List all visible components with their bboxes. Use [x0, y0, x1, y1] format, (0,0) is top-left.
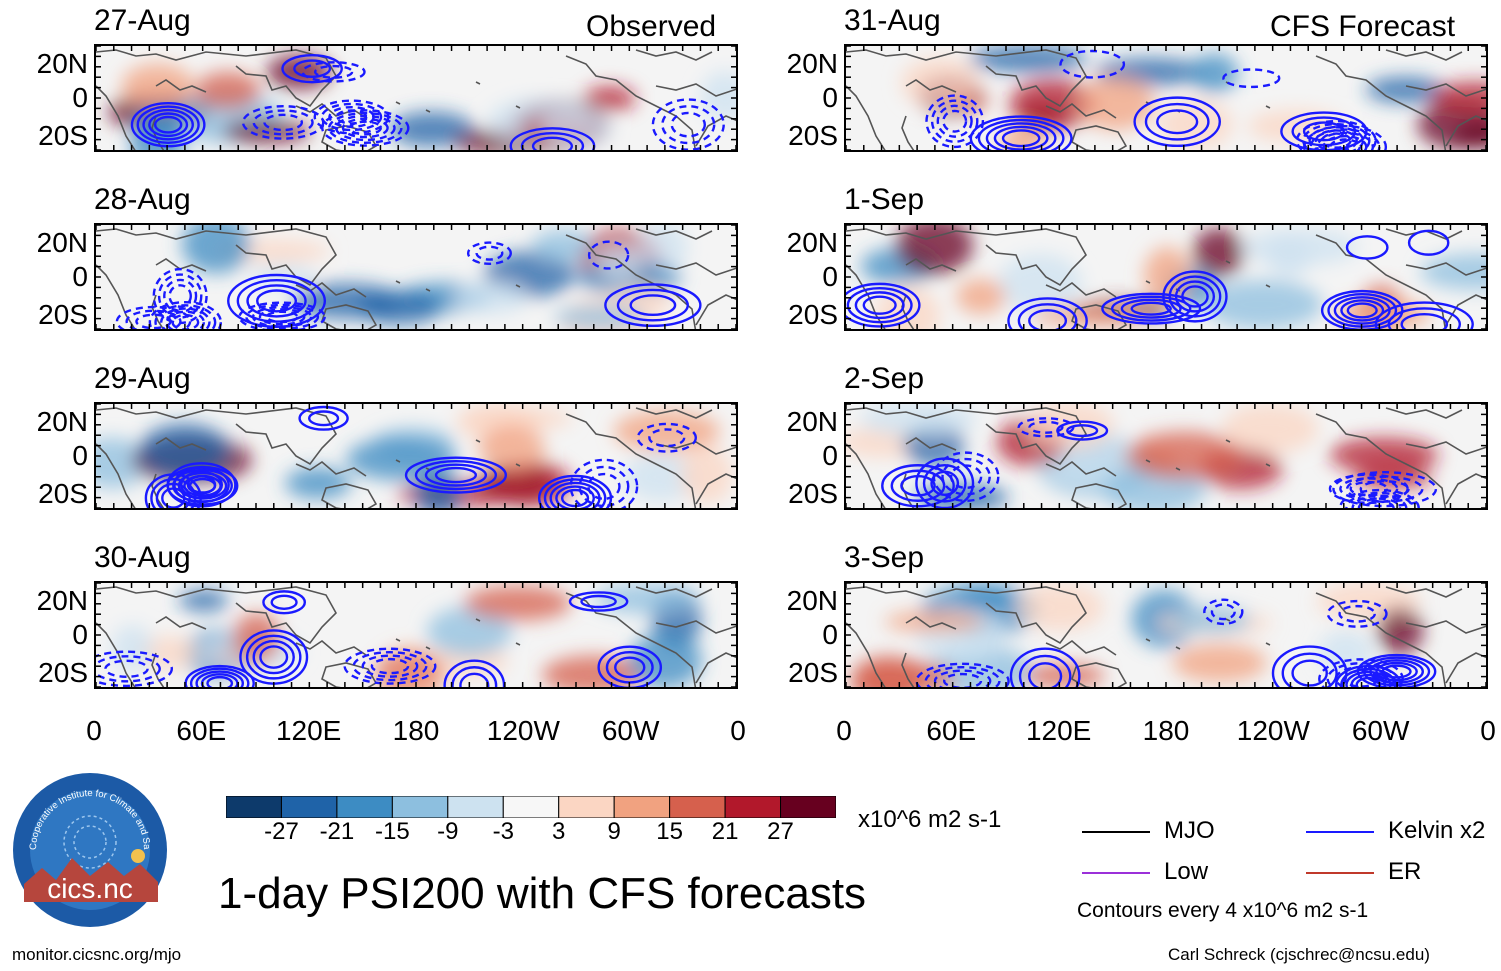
lat-label-1-2-2: 20S: [788, 478, 838, 509]
panel-date-0-2: 29-Aug: [94, 362, 191, 395]
colorbar-swatch-4: [447, 795, 504, 819]
colorbar-tick-7: 15: [656, 818, 683, 845]
lat-label-1-3-1: 0: [822, 619, 838, 650]
lat-label-0-2-2: 20S: [38, 478, 88, 509]
lat-label-0-0-2: 20S: [38, 120, 88, 151]
lat-label-1-2-0: 20N: [786, 406, 838, 437]
lon-label-lon-right-4: 120W: [1236, 715, 1310, 746]
legend-note: Contours every 4 x10^6 m2 s-1: [1077, 899, 1369, 922]
colorbar-swatch-10: [780, 795, 837, 819]
lon-label-lon-left-1: 60E: [176, 715, 227, 746]
legend-label-1: Kelvin x2: [1388, 817, 1486, 844]
lat-label-1-0-1: 0: [822, 82, 838, 113]
cics-logo: Cooperative Institute for Climate and Sa…: [9, 764, 168, 928]
panel-date-0-3: 30-Aug: [94, 541, 191, 574]
panel-date-1-3: 3-Sep: [844, 541, 925, 574]
colorbar-tick-8: 21: [711, 818, 739, 845]
colorbar-swatch-1: [280, 795, 338, 819]
lat-label-1-1-1: 0: [822, 261, 838, 292]
lon-label-lon-right-6: 0: [1480, 715, 1496, 746]
lon-label-lon-right-3: 180: [1142, 715, 1190, 746]
logo-text: cics.nc: [47, 873, 133, 904]
legend-line-1: [1306, 831, 1374, 833]
colorbar-tick-6: 9: [607, 818, 621, 845]
colorbar-tick-1: -21: [319, 818, 355, 845]
colorbar-units: x10^6 m2 s-1: [858, 806, 1002, 833]
lat-label-0-3-0: 20N: [36, 585, 88, 616]
lat-label-0-1-0: 20N: [36, 227, 88, 258]
colorbar-swatch-3: [391, 795, 449, 819]
lat-label-1-0-0: 20N: [786, 48, 838, 79]
lon-label-lon-right-5: 60W: [1351, 715, 1410, 746]
footer-url: monitor.cicsnc.org/mjo: [12, 945, 182, 964]
lat-label-0-1-2: 20S: [38, 299, 88, 330]
map-panel-3-Sep: [844, 581, 1488, 689]
colorbar-swatch-9: [724, 795, 782, 819]
colorbar-swatch-8: [669, 795, 726, 819]
footer-credit: Carl Schreck (cjschrec@ncsu.edu): [1168, 945, 1430, 964]
legend-line-0: [1082, 831, 1150, 833]
map-panel-27-Aug: [94, 44, 738, 152]
colorbar-swatch-5: [502, 795, 560, 819]
legend-label-0: MJO: [1164, 817, 1215, 844]
lat-label-1-1-0: 20N: [786, 227, 838, 258]
legend-line-2: [1082, 872, 1150, 874]
lat-label-0-0-1: 0: [72, 82, 88, 113]
legend-line-3: [1306, 872, 1374, 874]
lat-label-1-2-1: 0: [822, 440, 838, 471]
lon-label-lon-left-0: 0: [86, 715, 102, 746]
lat-label-0-1-1: 0: [72, 261, 88, 292]
legend-label-3: ER: [1388, 858, 1422, 885]
lon-label-lon-left-5: 60W: [601, 715, 660, 746]
colorbar-tick-9: 27: [767, 818, 794, 845]
colorbar-swatch-2: [336, 795, 393, 819]
map-panel-31-Aug: [844, 44, 1488, 152]
observed-title: Observed: [586, 10, 717, 43]
lon-label-lon-left-2: 120E: [275, 715, 342, 746]
panel-date-1-2: 2-Sep: [844, 362, 925, 395]
lat-label-0-3-1: 0: [72, 619, 88, 650]
map-panel-1-Sep: [844, 223, 1488, 331]
map-panel-30-Aug: [94, 581, 738, 689]
lat-label-0-3-2: 20S: [38, 657, 88, 688]
lat-label-1-3-0: 20N: [786, 585, 838, 616]
lon-label-lon-right-0: 0: [836, 715, 852, 746]
map-panel-2-Sep: [844, 402, 1488, 510]
lon-label-lon-right-1: 60E: [926, 715, 977, 746]
colorbar: [225, 795, 837, 819]
colorbar-tick-4: -3: [492, 818, 514, 845]
lat-label-1-3-2: 20S: [788, 657, 838, 688]
colorbar-swatch-7: [613, 795, 671, 819]
colorbar-tick-3: -9: [437, 818, 459, 845]
colorbar-tick-2: -15: [375, 818, 410, 845]
lat-label-0-0-0: 20N: [36, 48, 88, 79]
lat-label-0-2-0: 20N: [36, 406, 88, 437]
panel-date-0-0: 27-Aug: [94, 4, 191, 37]
legend-label-2: Low: [1164, 858, 1209, 885]
lat-label-1-0-2: 20S: [788, 120, 838, 151]
map-panel-29-Aug: [94, 402, 738, 510]
lat-label-0-2-1: 0: [72, 440, 88, 471]
colorbar-tick-0: -27: [264, 818, 299, 845]
lon-label-lon-left-4: 120W: [486, 715, 560, 746]
colorbar-swatch-6: [558, 795, 615, 819]
map-panel-28-Aug: [94, 223, 738, 331]
panel-date-1-0: 31-Aug: [844, 4, 941, 37]
panel-date-1-1: 1-Sep: [844, 183, 925, 216]
panel-date-0-1: 28-Aug: [94, 183, 191, 216]
lon-label-lon-left-6: 0: [730, 715, 746, 746]
lon-label-lon-right-2: 120E: [1025, 715, 1092, 746]
main-title: 1-day PSI200 with CFS forecasts: [218, 869, 867, 918]
lat-label-1-1-2: 20S: [788, 299, 838, 330]
colorbar-tick-5: 3: [552, 818, 566, 845]
cfs-forecast-title: CFS Forecast: [1270, 10, 1456, 43]
colorbar-swatch-0: [225, 795, 282, 819]
lon-label-lon-left-3: 180: [392, 715, 440, 746]
